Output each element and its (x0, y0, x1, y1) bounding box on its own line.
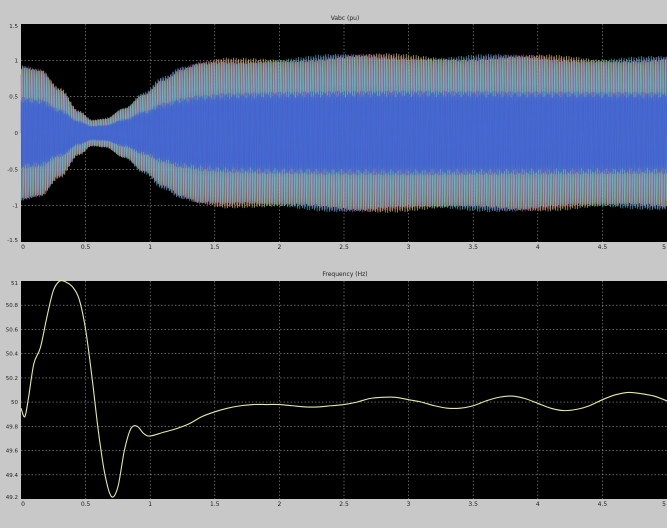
frequency-x-tick-label: 4 (536, 501, 540, 508)
frequency-x-tick-label: 1 (148, 501, 152, 508)
frequency-x-tick-label: 0 (21, 501, 25, 508)
frequency-y-tick-label: 49.4 (6, 473, 19, 479)
frequency-title: Frequency (Hz) (322, 271, 367, 278)
voltage-y-tick-label: -0.5 (7, 167, 18, 173)
frequency-y-tick-label: 49.6 (6, 449, 19, 455)
voltage-y-tick-label: -1.5 (7, 238, 18, 244)
voltage-x-tick-label: 2 (277, 244, 281, 251)
voltage-x-tick-label: 5 (662, 244, 666, 251)
frequency-y-tick-label: 51 (11, 281, 18, 287)
voltage-x-tick-label: 1.5 (210, 244, 220, 251)
voltage-tick-labels: 0 0.5 1 1.5 2 2.5 3 3.5 4 4.5 5 1.5 1 0.5 0 -0.5 -1 -1.5 (7, 24, 666, 251)
frequency-tick-labels: 0 0.5 1 1.5 2 2.5 3 3.5 4 4.5 5 51 50.8 50.6 50.4 50.2 5… (6, 281, 666, 508)
voltage-y-tick-label: 0 (15, 131, 19, 137)
voltage-y-tick-label: 1 (15, 58, 19, 64)
frequency-x-tick-label: 4.5 (598, 501, 608, 508)
frequency-y-tick-label: 49.8 (6, 424, 19, 430)
frequency-y-tick-label: 50.4 (6, 352, 19, 358)
voltage-y-tick-label: -1 (13, 204, 18, 210)
frequency-x-tick-label: 1.5 (210, 501, 220, 508)
frequency-y-tick-label: 50.6 (6, 327, 19, 333)
frequency-x-tick-label: 3 (407, 501, 411, 508)
voltage-y-tick-label: 0.5 (9, 95, 18, 101)
frequency-x-tick-label: 2.5 (339, 501, 349, 508)
frequency-y-tick-label: 50.8 (6, 303, 19, 309)
voltage-y-tick-label: 1.5 (9, 24, 18, 30)
voltage-panel: Vabc (pu) 0 0.5 1 1.5 2 2.5 3 3.5 4 4.5 51.510.50-… (7, 15, 667, 251)
frequency-y-tick-label: 50 (11, 400, 18, 406)
frequency-x-tick-label: 0.5 (81, 501, 91, 508)
frequency-x-tick-label: 2 (277, 501, 281, 508)
frequency-x-tick-label: 3.5 (468, 501, 478, 508)
frequency-y-tick-label: 50.2 (6, 376, 18, 382)
frequency-grid (21, 281, 667, 499)
voltage-waveform (20, 53, 667, 213)
voltage-x-tick-label: 0 (21, 244, 25, 251)
voltage-x-tick-label: 0.5 (81, 244, 91, 251)
voltage-x-tick-label: 1 (148, 244, 152, 251)
voltage-x-tick-label: 4 (536, 244, 540, 251)
voltage-title: Vabc (pu) (331, 15, 360, 22)
frequency-series-line (20, 279, 667, 498)
voltage-x-tick-label: 4.5 (598, 244, 608, 251)
frequency-panel: Frequency (Hz) 0 0.5 1 1.5 2 2.5 3 3.5 4 4.5 5 51 50… (6, 271, 667, 508)
voltage-x-tick-label: 2.5 (339, 244, 349, 251)
voltage-x-tick-label: 3.5 (468, 244, 478, 251)
voltage-x-tick-label: 3 (407, 244, 411, 251)
frequency-y-tick-label: 49.2 (6, 495, 18, 501)
wave-inner-band (20, 90, 667, 176)
frequency-x-tick-label: 5 (662, 501, 666, 508)
